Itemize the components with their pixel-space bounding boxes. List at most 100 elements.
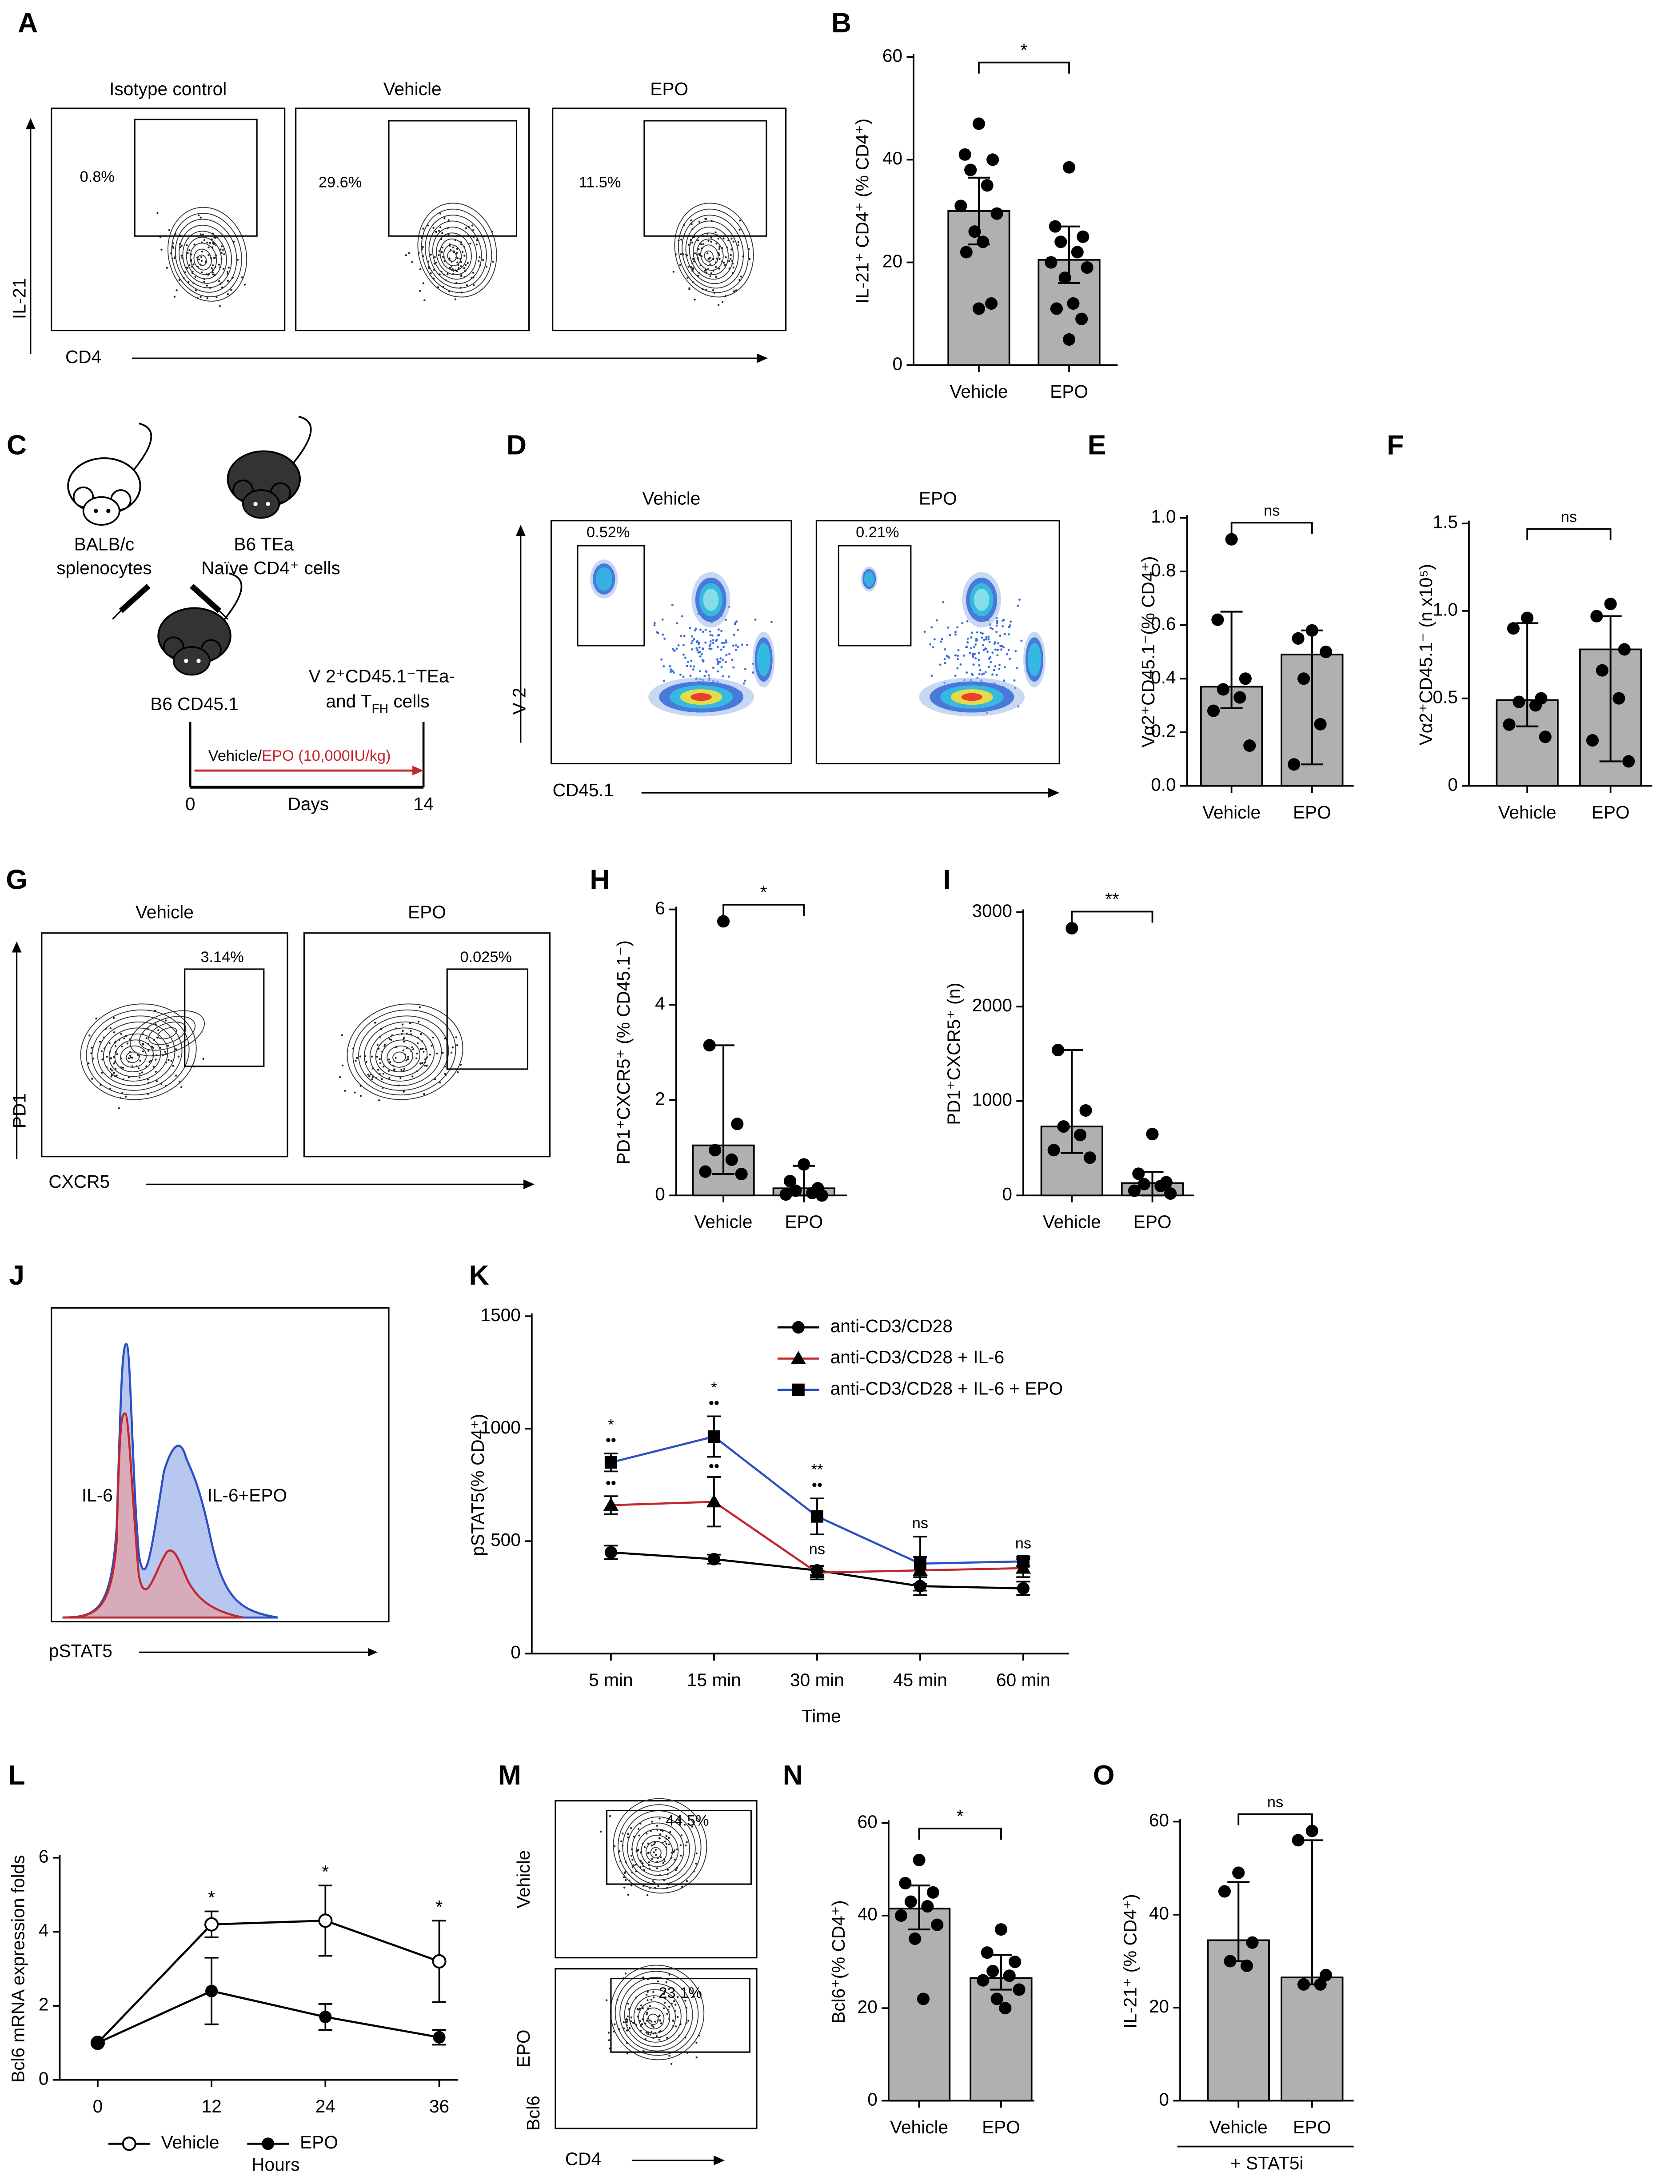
legend-label: anti-CD3/CD28 + IL-6 bbox=[830, 1347, 1005, 1367]
event-dot bbox=[720, 666, 723, 668]
histogram-label: IL-6 bbox=[82, 1485, 113, 1505]
event-dot bbox=[186, 267, 189, 269]
event-dot bbox=[198, 214, 200, 216]
contour bbox=[193, 248, 212, 271]
y-tick-label: 1.5 bbox=[1433, 512, 1457, 532]
bar bbox=[1281, 1976, 1344, 2102]
event-dot bbox=[430, 272, 432, 275]
contour bbox=[618, 1804, 702, 1889]
x-tick-label: Vehicle bbox=[1202, 802, 1261, 822]
marker bbox=[318, 1913, 333, 1928]
event-dot bbox=[412, 1048, 415, 1050]
x-tick-label: EPO bbox=[1133, 1212, 1172, 1232]
gate-label: 44.5% bbox=[666, 1813, 709, 1829]
gate bbox=[606, 1809, 752, 1885]
event-dot bbox=[686, 665, 688, 667]
event-dot bbox=[203, 280, 205, 283]
event-dot bbox=[198, 258, 200, 261]
event-dot bbox=[416, 1052, 418, 1055]
contour bbox=[417, 203, 497, 298]
event-dot bbox=[956, 655, 959, 657]
contour bbox=[347, 1003, 463, 1100]
x-tick-label: 0 bbox=[93, 2096, 103, 2116]
event-dot bbox=[637, 1828, 640, 1830]
y-axis-label: IL-21⁺ (% CD4⁺) bbox=[1120, 1894, 1140, 2028]
event-dot bbox=[188, 281, 190, 283]
event-dot bbox=[648, 1861, 650, 1864]
event-dot bbox=[972, 663, 975, 666]
y-tick-label: 0 bbox=[655, 1184, 665, 1204]
event-dot bbox=[419, 1048, 422, 1050]
event-dot bbox=[710, 272, 713, 275]
contour bbox=[358, 1015, 449, 1091]
y-axis-label: IL-21⁺ CD4⁺ (% CD4⁺) bbox=[852, 119, 872, 303]
event-dot bbox=[936, 619, 938, 622]
data-point bbox=[1292, 1834, 1305, 1847]
event-dot bbox=[88, 1034, 91, 1037]
data-point bbox=[1232, 1866, 1245, 1879]
event-dot bbox=[707, 240, 710, 242]
event-dot bbox=[168, 229, 171, 231]
syringe bbox=[190, 583, 221, 613]
event-dot bbox=[689, 665, 692, 667]
timeline-label: 0 bbox=[185, 794, 196, 814]
event-dot bbox=[697, 651, 700, 654]
event-dot bbox=[734, 644, 737, 647]
event-dot bbox=[401, 1023, 404, 1026]
event-dot bbox=[731, 659, 734, 661]
event-dot bbox=[201, 250, 204, 253]
contour bbox=[392, 1051, 406, 1063]
event-dot bbox=[943, 658, 946, 661]
event-dot bbox=[994, 665, 997, 667]
event-dot bbox=[402, 1030, 404, 1032]
event-dot bbox=[975, 639, 978, 642]
event-dot bbox=[649, 2019, 651, 2022]
data-point bbox=[1045, 256, 1057, 269]
y-tick-label: 2000 bbox=[972, 995, 1012, 1015]
event-dot bbox=[666, 1869, 669, 1871]
event-dot bbox=[101, 1071, 103, 1074]
panel-letter: M bbox=[498, 1760, 521, 1791]
event-dot bbox=[712, 667, 715, 669]
contour bbox=[647, 2013, 659, 2025]
event-dot bbox=[387, 1070, 390, 1072]
contour bbox=[114, 1039, 154, 1073]
event-dot bbox=[411, 1046, 413, 1049]
event-dot bbox=[92, 1058, 95, 1060]
event-dot bbox=[707, 674, 710, 677]
event-dot bbox=[737, 241, 739, 243]
event-dot bbox=[649, 2033, 652, 2036]
event-dot bbox=[706, 252, 709, 255]
event-dot bbox=[978, 651, 980, 654]
y-tick-label: 1.0 bbox=[1151, 506, 1176, 527]
event-dot bbox=[180, 244, 183, 247]
event-dot bbox=[721, 659, 724, 661]
event-dot bbox=[630, 1855, 633, 1857]
data-point bbox=[1062, 161, 1076, 174]
contour bbox=[624, 1983, 687, 2047]
diagram-label: Naïve CD4⁺ cells bbox=[201, 558, 340, 578]
data-point bbox=[1062, 333, 1076, 346]
event-dot bbox=[999, 645, 1002, 647]
event-dot bbox=[990, 661, 992, 663]
event-dot bbox=[723, 261, 725, 264]
event-dot bbox=[690, 219, 692, 222]
gate bbox=[446, 968, 529, 1070]
panel-letter: A bbox=[18, 8, 38, 39]
event-dot bbox=[168, 1059, 170, 1061]
plot-title: EPO bbox=[650, 79, 688, 99]
event-dot bbox=[403, 1040, 405, 1043]
event-dot bbox=[113, 1031, 116, 1034]
event-dot bbox=[121, 1045, 123, 1048]
event-dot bbox=[665, 1843, 668, 1845]
data-point bbox=[1154, 1179, 1167, 1193]
event-dot bbox=[479, 256, 481, 259]
event-dot bbox=[714, 266, 717, 268]
data-point bbox=[1305, 1825, 1318, 1837]
plot-frame bbox=[295, 108, 530, 331]
gate bbox=[610, 1977, 750, 2053]
event-dot bbox=[166, 267, 168, 269]
event-dot bbox=[599, 1830, 602, 1833]
event-dot bbox=[641, 2023, 643, 2025]
